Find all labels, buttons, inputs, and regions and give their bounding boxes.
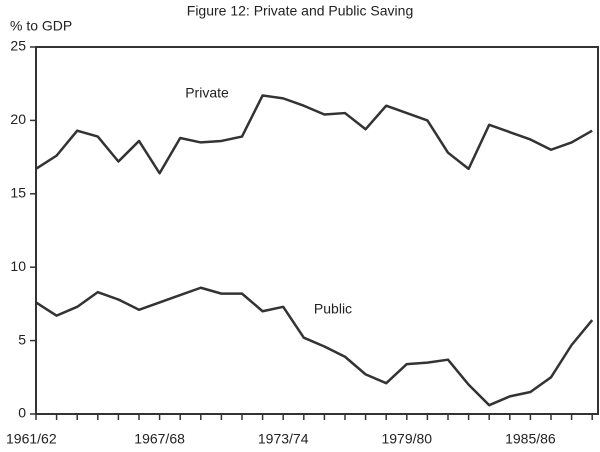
chart-title: Figure 12: Private and Public Saving — [187, 3, 413, 19]
y-tick-label: 5 — [18, 331, 26, 347]
series-label: Private — [185, 85, 229, 101]
plot-frame — [35, 46, 599, 415]
series-label: Public — [314, 301, 352, 317]
y-tick-label: 15 — [10, 185, 26, 201]
y-tick-label: 10 — [10, 258, 26, 274]
y-tick-label: 20 — [10, 111, 26, 127]
series-line — [35, 94, 593, 175]
y-axis-label: % to GDP — [10, 18, 72, 34]
y-tick-label: 25 — [10, 38, 26, 54]
series-line — [35, 286, 594, 407]
x-tick-label: 1985/86 — [505, 431, 556, 447]
x-tick-label: 1967/68 — [134, 431, 185, 447]
x-tick-label: 1979/80 — [381, 431, 432, 447]
x-tick-label: 1973/74 — [258, 431, 309, 447]
y-tick-label: 0 — [18, 405, 26, 421]
x-tick-label: 1961/62 — [6, 431, 57, 447]
